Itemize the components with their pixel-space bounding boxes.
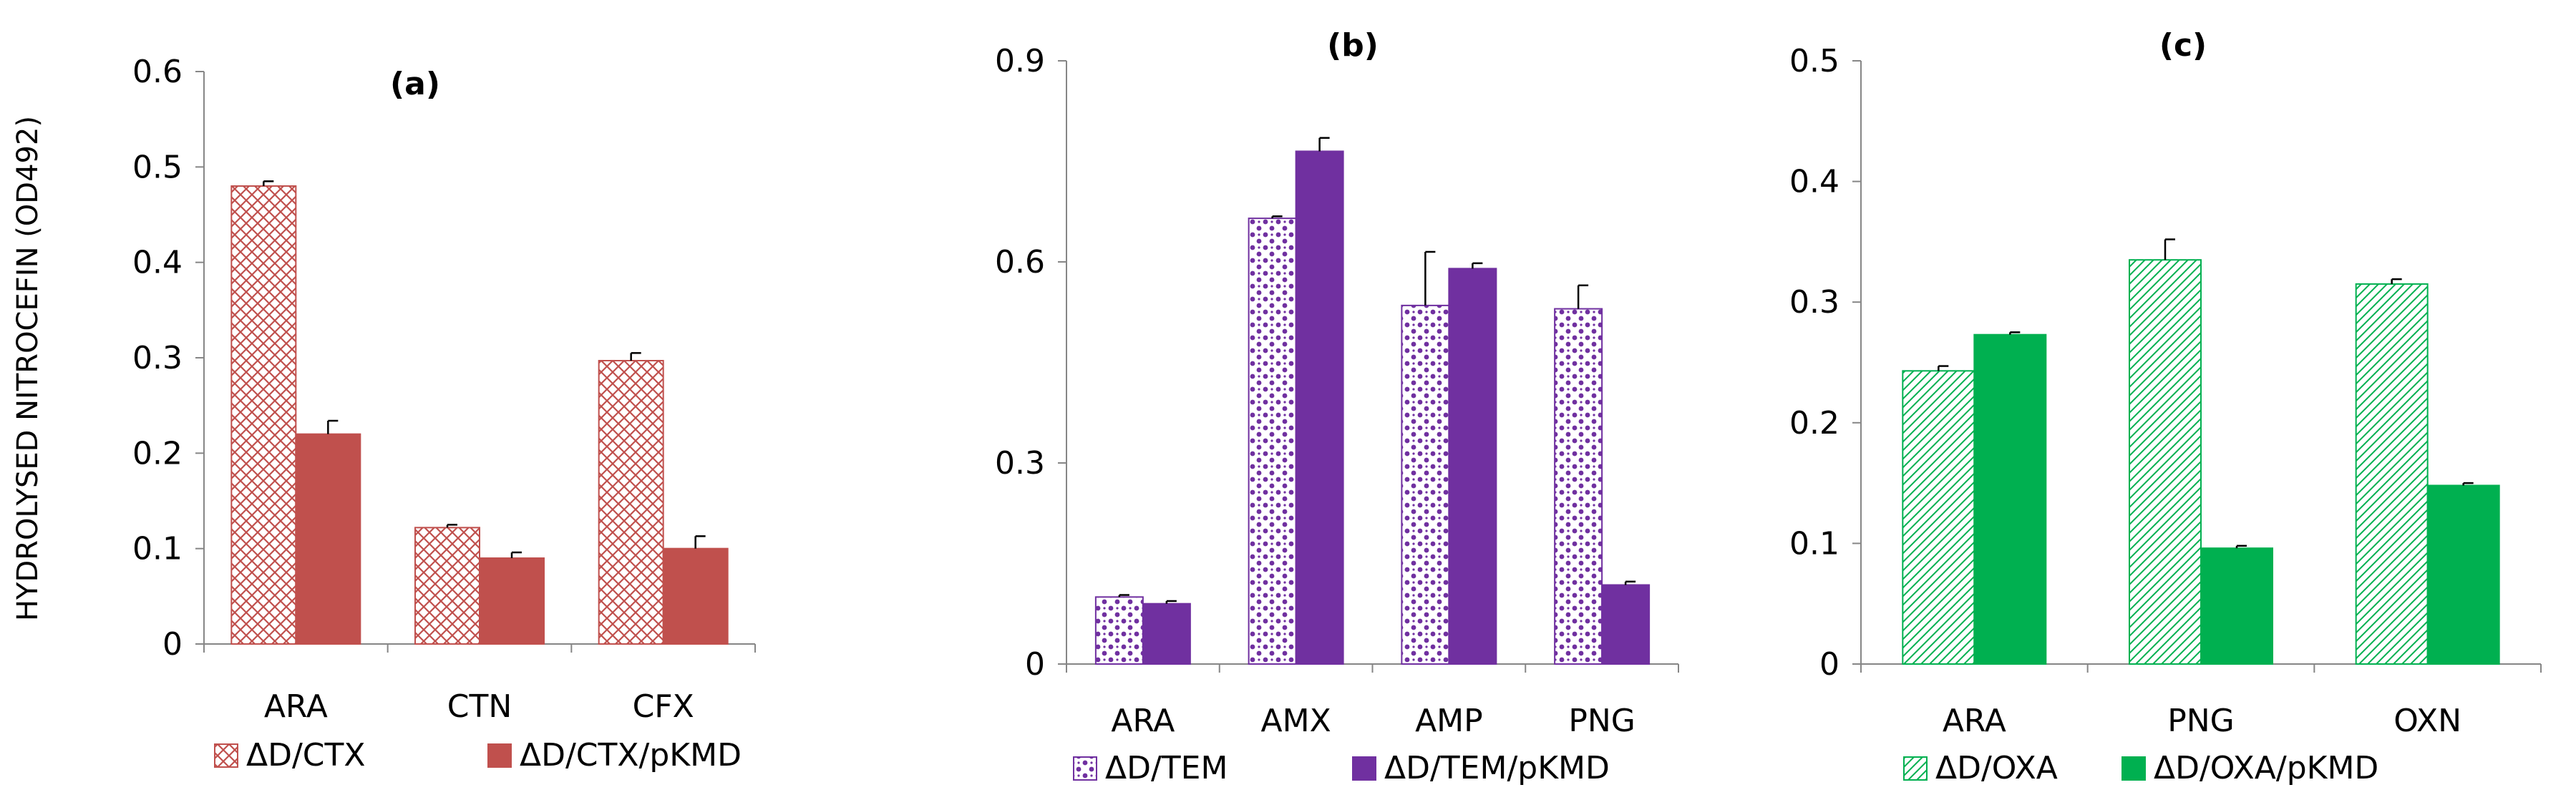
chart-panel-c: (c) 0 0.1 0.2 0.3 0.4 0.5 ARA PNG OXN ΔD/OXA ΔD/O…	[1789, 27, 2542, 786]
bar-amx-series-1	[1248, 218, 1297, 665]
y-tick-label: 0.4	[132, 245, 183, 281]
legend-label: ΔD/CTX/pKMD	[520, 737, 742, 774]
chart-panel-a: (a) 0 0.1 0.2 0.3 0.4 0.5 0.6 ARA CTN CFX ΔD/CTX Δ…	[132, 54, 756, 774]
y-tick-label: 0.1	[1789, 525, 1839, 562]
y-tick-label: 0.2	[132, 435, 183, 472]
bar-oxn-series-1	[2355, 283, 2429, 665]
bar-ara-series-1	[1094, 596, 1144, 665]
y-tick-label: 0.3	[1789, 284, 1839, 321]
x-tick-label: ARA	[1111, 703, 1175, 739]
y-axis-label: HYDROLYSED NITROCEFIN (OD492)	[11, 116, 44, 621]
legend-label: ΔD/TEM	[1105, 750, 1228, 786]
legend-label: ΔD/TEM/pKMD	[1384, 750, 1610, 786]
bar-png-series-1	[2129, 259, 2202, 665]
bar-ctn-series-1	[414, 527, 480, 645]
legend-swatch	[1903, 756, 1928, 781]
y-tick-label: 0.4	[1789, 164, 1839, 200]
bar-amx-series-2	[1295, 150, 1344, 665]
legend-swatch	[214, 743, 238, 768]
bar-amp-series-2	[1448, 268, 1497, 665]
chart-title: (b)	[1327, 27, 1379, 64]
bar-cfx-series-1	[598, 360, 664, 645]
y-tick-label: 0.5	[132, 149, 183, 185]
bar-ara-series-2	[295, 433, 361, 645]
y-tick-label: 0.3	[995, 445, 1045, 482]
chart-title: (c)	[2159, 27, 2207, 64]
y-tick-label: 0.6	[132, 54, 183, 90]
y-tick-label: 0.1	[132, 531, 183, 567]
bar-ctn-series-2	[479, 557, 545, 645]
y-tick-label: 0	[1819, 646, 1839, 683]
legend-swatch	[1073, 756, 1097, 781]
bar-oxn-series-2	[2426, 484, 2500, 665]
x-tick-label: ARA	[264, 688, 328, 725]
y-tick-label: 0.9	[995, 43, 1045, 79]
y-tick-label: 0.3	[132, 340, 183, 376]
bar-cfx-series-2	[662, 547, 729, 645]
bar-png-series-1	[1554, 308, 1603, 665]
y-tick-label: 0	[1025, 646, 1045, 683]
chart-title: (a)	[390, 66, 440, 102]
x-tick-label: CTN	[447, 688, 512, 725]
bar-ara-series-1	[1902, 370, 1975, 665]
x-tick-label: ARA	[1943, 703, 2006, 739]
bar-ara-series-2	[1142, 602, 1191, 665]
x-tick-label: OXN	[2393, 703, 2461, 739]
y-tick-label: 0.5	[1789, 43, 1839, 79]
x-tick-label: AMX	[1261, 703, 1331, 739]
legend-label: ΔD/OXA/pKMD	[2154, 750, 2378, 786]
bar-png-series-2	[2200, 547, 2273, 665]
bar-amp-series-1	[1401, 304, 1450, 665]
legend-label: ΔD/OXA	[1935, 750, 2058, 786]
x-tick-label: PNG	[1568, 703, 1635, 739]
x-tick-label: AMP	[1415, 703, 1483, 739]
legend-swatch	[2121, 756, 2146, 781]
legend-swatch	[1352, 756, 1376, 781]
x-tick-label: CFX	[633, 688, 694, 725]
legend-swatch	[487, 743, 512, 768]
bar-png-series-2	[1601, 584, 1651, 665]
bar-ara-series-2	[1973, 333, 2047, 665]
y-tick-label: 0.6	[995, 244, 1045, 280]
y-tick-label: 0.2	[1789, 405, 1839, 441]
chart-panel-b: (b) 0 0.3 0.6 0.9 ARA AMX AMP PNG ΔD/TEM ΔD/TEM/…	[995, 27, 1679, 786]
legend-label: ΔD/CTX	[246, 737, 366, 774]
x-tick-label: PNG	[2167, 703, 2235, 739]
y-tick-label: 0	[162, 626, 183, 663]
bar-ara-series-1	[230, 185, 297, 645]
